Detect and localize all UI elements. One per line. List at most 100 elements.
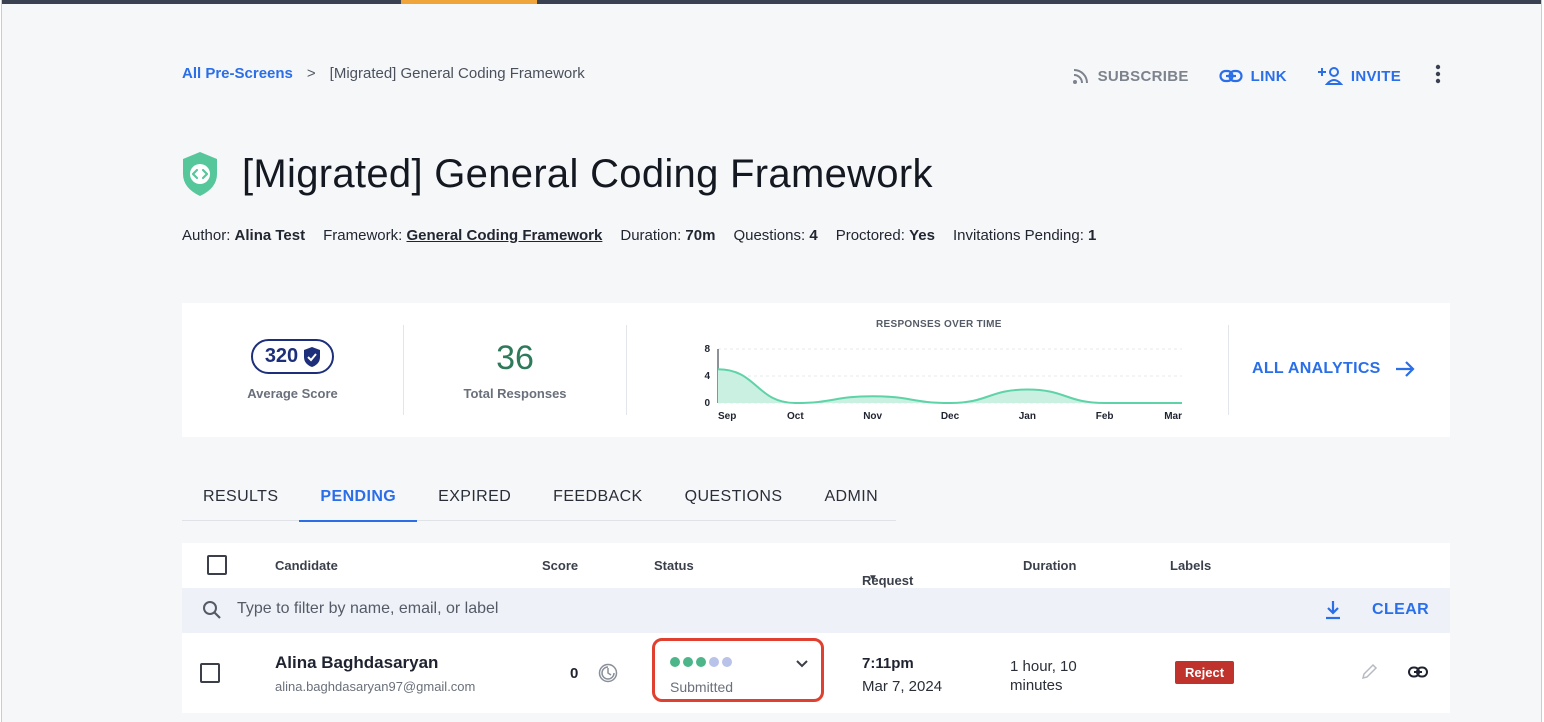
tab-pending[interactable]: PENDING [299, 476, 417, 522]
candidate-email: alina.baghdasaryan97@gmail.com [275, 679, 476, 694]
chart-x-tick: Nov [863, 411, 882, 422]
code-shield-icon [183, 152, 217, 196]
stats-divider [403, 325, 404, 415]
chart-x-tick: Sep [718, 411, 736, 422]
clear-filter-button[interactable]: CLEAR [1372, 601, 1430, 618]
reject-label-badge[interactable]: Reject [1175, 661, 1235, 684]
status-step-dot [722, 657, 732, 667]
status-step-dot [709, 657, 719, 667]
candidate-name[interactable]: Alina Baghdasaryan [275, 653, 439, 672]
breadcrumb-current: [Migrated] General Coding Framework [329, 65, 585, 82]
page-title: [Migrated] General Coding Framework [242, 151, 933, 196]
tab-expired[interactable]: EXPIRED [438, 488, 512, 505]
request-time: 7:11pm [862, 655, 914, 672]
breadcrumb-root-link[interactable]: All Pre-Screens [182, 65, 293, 82]
chart-x-tick: Dec [941, 411, 960, 422]
stats-card: 320 Average Score 36 Total Responses RES… [182, 303, 1450, 437]
header-actions: SUBSCRIBE LINK INVITE [1072, 64, 1441, 88]
table-header: Candidate Score Status Request Date ▼ Du… [182, 543, 1450, 603]
chart-area [718, 369, 1182, 403]
row-actions [1360, 663, 1428, 681]
select-all-checkbox[interactable] [207, 555, 227, 575]
chart-y-tick: 4 [704, 371, 710, 382]
search-icon [203, 601, 221, 619]
verified-shield-icon [304, 346, 321, 367]
candidate-score: 0 [570, 665, 579, 682]
header-duration[interactable]: Duration [1023, 558, 1077, 573]
tab-bar: RESULTS PENDING EXPIRED FEEDBACK QUESTIONS AD… [182, 476, 896, 522]
candidate-duration: 1 hour, 10 minutes [1010, 658, 1077, 694]
chart-x-tick: Feb [1096, 411, 1114, 422]
chevron-down-icon [796, 660, 808, 668]
framework-link[interactable]: General Coding Framework [406, 227, 603, 244]
average-score-label: Average Score [247, 386, 338, 401]
status-progress-dots [670, 657, 732, 667]
stats-divider [1228, 325, 1229, 415]
tab-feedback[interactable]: FEEDBACK [553, 488, 643, 505]
all-analytics-label: ALL ANALYTICS [1252, 360, 1381, 377]
invite-button[interactable]: INVITE [1317, 66, 1401, 86]
total-responses-stat: 36 Total Responses [404, 303, 626, 437]
timer-icon [598, 663, 618, 683]
header-labels[interactable]: Labels [1170, 558, 1212, 573]
total-responses-label: Total Responses [463, 386, 567, 401]
invite-label: INVITE [1350, 67, 1401, 85]
subscribe-button[interactable]: SUBSCRIBE [1072, 67, 1189, 85]
responses-over-time-chart: 0 4 8 Sep Oct Nov Dec Jan Feb Mar [704, 344, 1183, 422]
chart-title: RESPONSES OVER TIME [876, 319, 1002, 330]
status-step-dot [696, 657, 706, 667]
meta-framework: Framework: General Coding Framework [323, 227, 603, 244]
chart-x-tick: Mar [1164, 411, 1182, 422]
status-label: Submitted [670, 679, 734, 695]
status-step-dot [683, 657, 693, 667]
chart-x-tick: Jan [1019, 411, 1036, 422]
prescreen-metadata: Author: Alina Test Framework: General Co… [182, 227, 1096, 244]
filter-bar: CLEAR [182, 588, 1450, 633]
top-nav-bar [2, 0, 1541, 4]
filter-input[interactable] [237, 600, 837, 618]
header-candidate[interactable]: Candidate [275, 558, 338, 573]
link-icon [1219, 69, 1243, 83]
arrow-right-icon [1395, 361, 1415, 377]
link-button[interactable]: LINK [1219, 68, 1287, 85]
candidates-table: Candidate Score Status Request Date ▼ Du… [182, 543, 1450, 713]
meta-pending: Invitations Pending: 1 [952, 227, 1097, 244]
link-icon[interactable] [1408, 666, 1428, 678]
breadcrumb: All Pre-Screens > [Migrated] General Cod… [182, 65, 585, 82]
add-person-icon [1317, 67, 1343, 85]
chart-y-tick: 8 [704, 344, 710, 355]
link-label: LINK [1250, 67, 1287, 85]
average-score-stat: 320 Average Score [182, 303, 403, 437]
sort-desc-icon: ▼ [868, 573, 878, 584]
row-checkbox[interactable] [200, 663, 220, 683]
chart-line [717, 368, 1182, 405]
request-date: Mar 7, 2024 [862, 678, 943, 695]
rss-icon [1072, 69, 1088, 84]
top-nav-active-indicator [401, 0, 537, 4]
average-score-value: 320 [264, 345, 299, 367]
chart-x-tick: Oct [787, 411, 804, 422]
tab-admin[interactable]: ADMIN [824, 488, 879, 505]
status-step-dot [670, 657, 680, 667]
tab-questions[interactable]: QUESTIONS [684, 488, 783, 505]
meta-questions: Questions: 4 [733, 227, 818, 244]
pencil-icon[interactable] [1360, 663, 1378, 681]
header-status[interactable]: Status [654, 558, 694, 573]
page-header: [Migrated] General Coding Framework [180, 150, 933, 198]
download-icon[interactable] [1324, 600, 1342, 620]
more-options-icon[interactable] [1435, 64, 1441, 88]
header-score[interactable]: Score [542, 558, 579, 573]
meta-proctored: Proctored: Yes [835, 227, 935, 244]
total-responses-value: 36 [496, 339, 534, 377]
tab-results[interactable]: RESULTS [203, 488, 279, 505]
all-analytics-link[interactable]: ALL ANALYTICS [1252, 360, 1415, 378]
meta-author: Author: Alina Test [182, 227, 306, 244]
chart-y-tick: 0 [704, 398, 710, 409]
subscribe-label: SUBSCRIBE [1097, 67, 1189, 85]
breadcrumb-separator: > [306, 65, 316, 82]
status-dropdown[interactable]: Submitted [652, 638, 824, 702]
stats-divider [626, 325, 627, 415]
table-row[interactable]: Alina Baghdasaryan alina.baghdasaryan97@… [182, 633, 1450, 713]
meta-duration: Duration: 70m [620, 227, 716, 244]
